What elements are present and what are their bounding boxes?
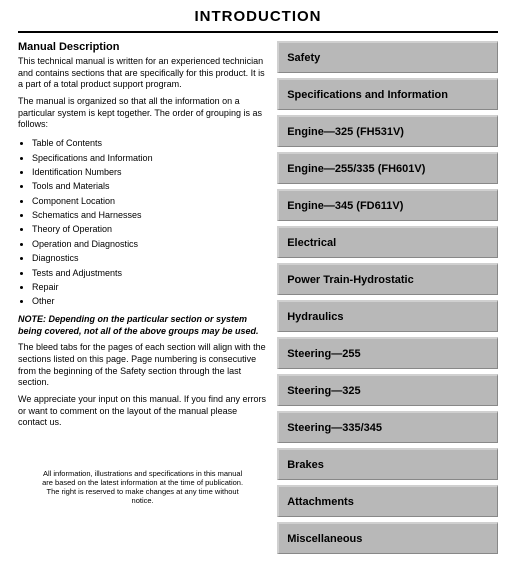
- tab-safety[interactable]: Safety: [277, 41, 498, 73]
- tab-power-train[interactable]: Power Train-Hydrostatic: [277, 263, 498, 295]
- note-text: NOTE: Depending on the particular sectio…: [18, 314, 267, 337]
- tab-hydraulics[interactable]: Hydraulics: [277, 300, 498, 332]
- section-tabs: Safety Specifications and Information En…: [277, 41, 498, 554]
- manual-description-heading: Manual Description: [18, 41, 267, 53]
- tab-steering-325[interactable]: Steering—325: [277, 374, 498, 406]
- bleed-tabs-para: The bleed tabs for the pages of each sec…: [18, 342, 267, 389]
- tab-steering-335-345[interactable]: Steering—335/345: [277, 411, 498, 443]
- intro-para-2: The manual is organized so that all the …: [18, 96, 267, 131]
- list-item: Tests and Adjustments: [32, 266, 267, 280]
- tab-steering-255[interactable]: Steering—255: [277, 337, 498, 369]
- list-item: Operation and Diagnostics: [32, 237, 267, 251]
- list-item: Component Location: [32, 194, 267, 208]
- tab-brakes[interactable]: Brakes: [277, 448, 498, 480]
- tab-specifications[interactable]: Specifications and Information: [277, 78, 498, 110]
- tab-engine-255-335[interactable]: Engine—255/335 (FH601V): [277, 152, 498, 184]
- list-item: Other: [32, 294, 267, 308]
- tab-electrical[interactable]: Electrical: [277, 226, 498, 258]
- content-area: Manual Description This technical manual…: [18, 41, 498, 554]
- list-item: Diagnostics: [32, 251, 267, 265]
- page-container: INTRODUCTION Manual Description This tec…: [0, 0, 510, 562]
- list-item: Specifications and Information: [32, 151, 267, 165]
- page-title: INTRODUCTION: [18, 8, 498, 33]
- tab-engine-345[interactable]: Engine—345 (FD611V): [277, 189, 498, 221]
- list-item: Schematics and Harnesses: [32, 208, 267, 222]
- list-item: Table of Contents: [32, 136, 267, 150]
- contents-list: Table of Contents Specifications and Inf…: [32, 136, 267, 309]
- left-column: Manual Description This technical manual…: [18, 41, 267, 554]
- list-item: Theory of Operation: [32, 222, 267, 236]
- intro-para-1: This technical manual is written for an …: [18, 56, 267, 91]
- list-item: Identification Numbers: [32, 165, 267, 179]
- list-item: Repair: [32, 280, 267, 294]
- feedback-para: We appreciate your input on this manual.…: [18, 394, 267, 429]
- footer-note: All information, illustrations and speci…: [38, 469, 247, 505]
- tab-miscellaneous[interactable]: Miscellaneous: [277, 522, 498, 554]
- tab-engine-325[interactable]: Engine—325 (FH531V): [277, 115, 498, 147]
- list-item: Tools and Materials: [32, 179, 267, 193]
- tab-attachments[interactable]: Attachments: [277, 485, 498, 517]
